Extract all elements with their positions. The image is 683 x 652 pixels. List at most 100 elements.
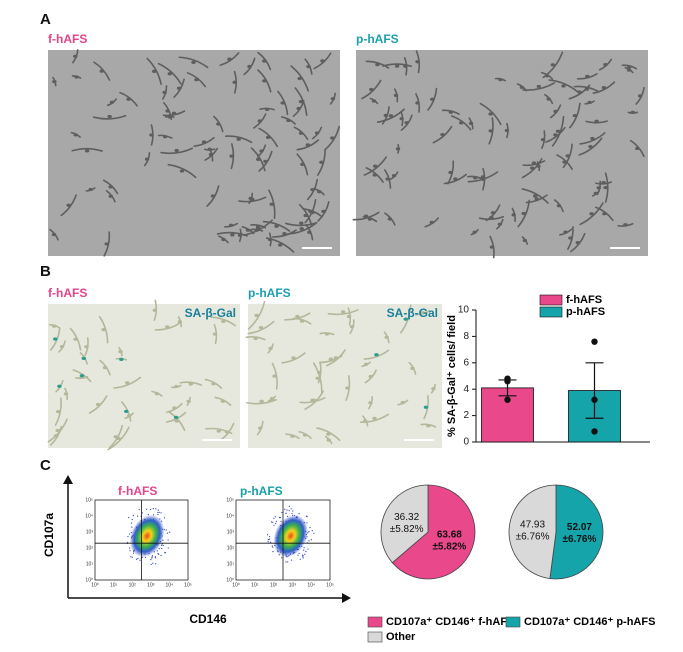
cell-body	[490, 211, 496, 215]
cell	[178, 56, 209, 69]
cell	[281, 352, 306, 364]
event	[127, 541, 129, 544]
cell-body	[188, 382, 193, 386]
event	[144, 556, 147, 559]
event	[131, 526, 133, 528]
cell-body	[593, 191, 599, 195]
event	[131, 556, 133, 558]
cell-body	[298, 100, 304, 104]
cell-body	[51, 233, 57, 237]
event	[156, 550, 158, 552]
cell	[324, 125, 341, 151]
image-label: p-hAFS	[356, 32, 399, 46]
event	[267, 539, 269, 541]
cell	[246, 398, 277, 405]
cell-body	[79, 374, 85, 378]
cell-body	[291, 356, 296, 360]
cell-body	[282, 231, 287, 236]
cell-body	[410, 366, 415, 370]
y-tick-label: 8	[463, 331, 469, 342]
cell-body	[230, 233, 235, 237]
event	[279, 516, 282, 519]
arrow	[342, 593, 351, 603]
cell-body	[596, 186, 601, 190]
event	[137, 557, 139, 560]
event	[150, 563, 152, 566]
event	[139, 559, 141, 561]
event	[151, 556, 153, 558]
cell-body	[172, 406, 177, 410]
cell-body	[268, 346, 273, 351]
cell-body	[303, 213, 308, 218]
cell-body	[259, 399, 264, 403]
cell-body	[383, 113, 389, 117]
cell-body	[274, 224, 279, 228]
cell-body	[429, 220, 434, 224]
y-axis-title: % SA-β-Gal⁺ cells/ field	[446, 315, 458, 437]
cell-body	[299, 227, 304, 231]
event	[131, 518, 133, 521]
cell-body	[504, 128, 510, 133]
cell-body	[191, 60, 196, 64]
cell-body	[458, 121, 464, 125]
event	[157, 513, 159, 516]
event	[165, 529, 167, 531]
legend-label: CD107a⁺ CD146⁺ f-hAFS	[386, 616, 514, 628]
cell-body	[174, 384, 179, 389]
event	[167, 547, 169, 549]
cell-body	[256, 157, 261, 161]
cell-body	[453, 177, 458, 181]
slice-error: ±5.82%	[432, 541, 466, 552]
cell-body	[403, 64, 408, 68]
cell-body	[468, 121, 474, 125]
cell-body	[328, 357, 334, 361]
cell	[271, 229, 297, 238]
cell-body	[52, 79, 57, 84]
event	[147, 514, 149, 516]
cell-body	[310, 398, 315, 402]
cell-body	[232, 80, 237, 84]
cell-body	[126, 97, 131, 101]
legend-swatch	[367, 631, 383, 643]
cell-body	[162, 90, 167, 94]
cell-body	[555, 129, 561, 133]
cell-body	[519, 85, 525, 89]
cell-body	[561, 84, 566, 88]
cell	[312, 362, 323, 395]
cell	[450, 115, 472, 131]
cell-body	[532, 194, 538, 198]
tick-label: 10⁰	[85, 577, 93, 583]
cell	[258, 127, 279, 148]
slice-error: ±5.82%	[390, 524, 424, 535]
cell-body	[236, 137, 241, 141]
event	[303, 549, 305, 551]
slice-label: 63.68	[437, 529, 462, 540]
cell-body	[399, 117, 404, 121]
cell-body	[546, 97, 551, 101]
cell	[579, 202, 604, 226]
data-point	[591, 396, 598, 403]
pie-slice	[380, 484, 429, 564]
cell-body	[308, 209, 313, 213]
cell	[382, 63, 412, 67]
event	[130, 522, 133, 524]
cell-body	[74, 75, 79, 79]
cell	[71, 147, 103, 152]
tick-label: 10³	[227, 529, 235, 535]
cell-body	[109, 100, 115, 104]
event	[149, 508, 152, 511]
tick-label: 10²	[227, 545, 235, 551]
cell-body	[306, 65, 311, 69]
cell-body	[498, 78, 503, 82]
micrograph	[48, 49, 341, 257]
y-tick-label: 2	[463, 410, 469, 421]
event	[162, 544, 164, 547]
event	[303, 547, 305, 549]
cell-body	[108, 194, 113, 198]
panel-label: B	[40, 263, 51, 280]
tick-label: 10⁰	[226, 577, 234, 583]
cell-body	[589, 212, 594, 216]
event	[129, 550, 131, 552]
event	[311, 530, 313, 532]
